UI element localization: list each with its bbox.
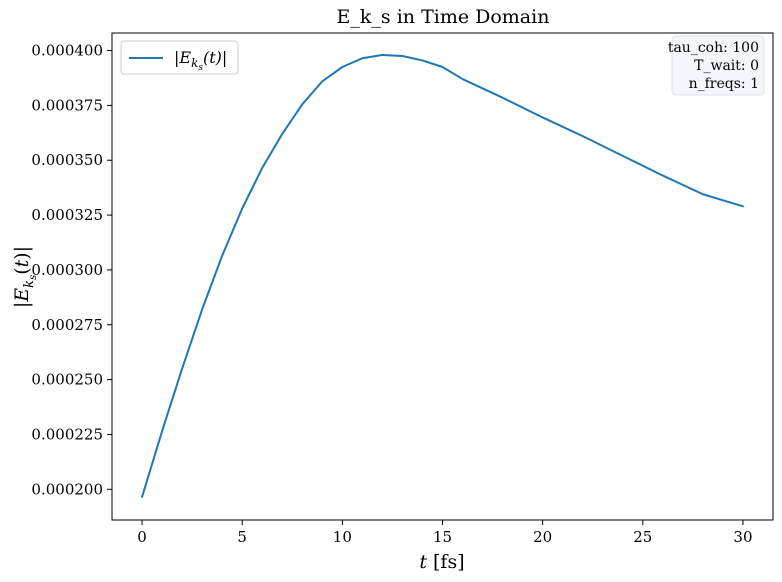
x-tick-label: 0	[137, 528, 147, 546]
x-tick-label: 30	[733, 528, 752, 546]
legend: |Eks(t)|	[120, 40, 239, 75]
y-tick-label: 0.000375	[31, 96, 103, 114]
x-tick-label: 25	[633, 528, 652, 546]
y-tick-label: 0.000300	[31, 261, 103, 279]
y-tick-label: 0.000325	[31, 206, 103, 224]
legend-box	[120, 40, 239, 75]
info-line-t-wait: T_wait: 0	[694, 58, 759, 74]
y-axis: 0.000200 0.000225 0.000250 0.000275 0.000300…	[31, 42, 112, 498]
x-tick-label: 15	[433, 528, 452, 546]
x-tick-label: 10	[333, 528, 352, 546]
info-line-tau-coh: tau_coh: 100	[668, 40, 759, 56]
x-tick-label: 20	[533, 528, 552, 546]
info-box-background	[671, 35, 765, 96]
series-line-0	[141, 53, 744, 498]
y-tick-label: 0.000200	[31, 480, 103, 498]
x-axis-label: t [fs]	[419, 551, 464, 573]
y-tick-label: 0.000250	[31, 371, 103, 389]
x-axis: 0 5 10 15 20 25 30	[137, 520, 753, 546]
y-tick-label: 0.000225	[31, 425, 103, 443]
info-box: tau_coh: 100 T_wait: 0 n_freqs: 1	[668, 35, 765, 96]
chart-title: E_k_s in Time Domain	[337, 6, 550, 28]
info-line-n-freqs: n_freqs: 1	[689, 76, 759, 92]
x-tick-label: 5	[237, 528, 247, 546]
y-tick-label: 0.000350	[31, 151, 103, 169]
plot-area	[141, 53, 744, 498]
y-tick-label: 0.000400	[31, 42, 103, 60]
y-tick-label: 0.000275	[31, 316, 103, 334]
